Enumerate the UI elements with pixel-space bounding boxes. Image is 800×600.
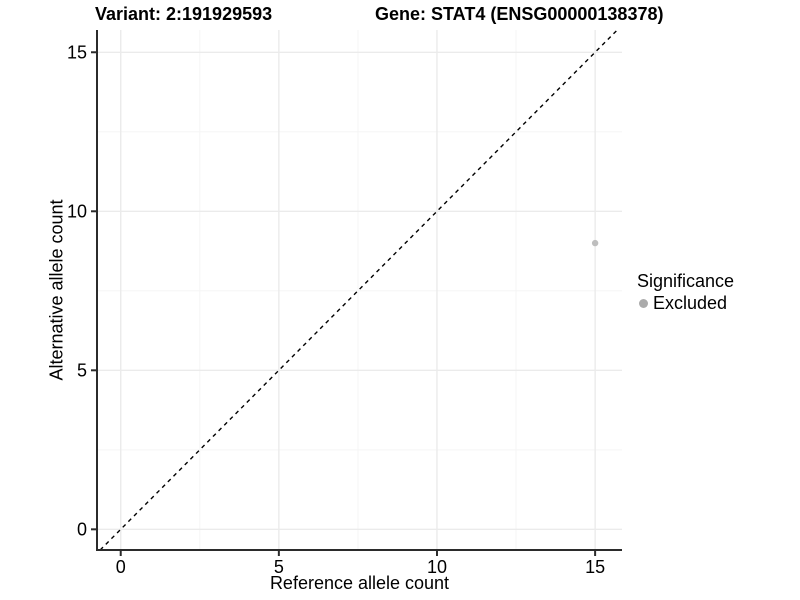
- legend: Significance Excluded: [637, 271, 734, 313]
- legend-item-label: Excluded: [653, 293, 728, 313]
- x-axis-title: Reference allele count: [269, 573, 450, 593]
- y-tick-label: 15: [67, 42, 87, 62]
- legend-item: Excluded: [637, 293, 734, 313]
- x-tick-label: 0: [116, 557, 126, 577]
- y-axis-title: Alternative allele count: [46, 199, 67, 381]
- y-tick-label: 0: [77, 519, 87, 539]
- identity-reference-line: [99, 29, 618, 551]
- legend-marker-dot-icon: [639, 298, 648, 308]
- data-point: [591, 239, 599, 247]
- x-tick-label: 15: [585, 557, 605, 577]
- plot-title-gene: Gene: STAT4 (ENSG00000138378): [375, 4, 664, 24]
- y-tick-label: 5: [77, 360, 87, 380]
- x-tick-label: 10: [427, 557, 447, 577]
- plot-title-variant: Variant: 2:191929593: [95, 4, 273, 24]
- y-tick-label: 10: [67, 201, 87, 221]
- legend-title: Significance: [637, 271, 735, 291]
- x-tick-label: 5: [274, 557, 284, 577]
